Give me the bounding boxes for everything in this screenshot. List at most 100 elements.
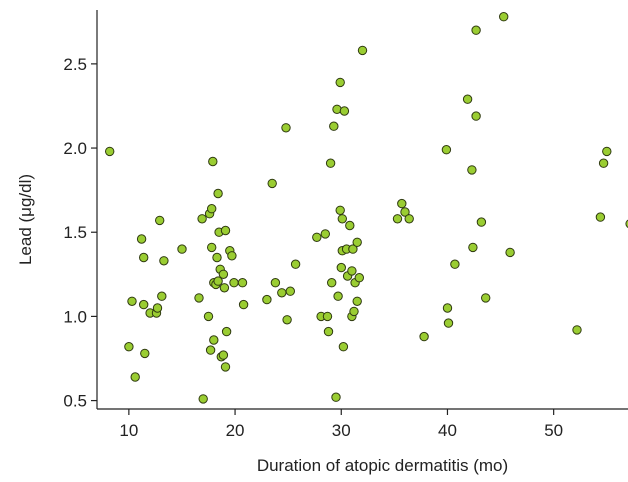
data-point	[338, 342, 349, 352]
data-point	[325, 158, 336, 168]
data-point	[357, 45, 368, 56]
data-point	[221, 326, 232, 337]
data-point	[208, 156, 218, 167]
data-point	[468, 242, 478, 253]
data-point	[392, 214, 403, 224]
data-point	[335, 205, 345, 216]
x-tick-label: 50	[544, 421, 563, 440]
data-point	[337, 214, 347, 224]
y-ticks: 0.5 1.0 1.5 2.0 2.5	[63, 55, 97, 411]
data-point	[282, 315, 292, 325]
data-point	[227, 251, 237, 261]
data-point	[397, 198, 407, 209]
data-point	[177, 244, 187, 254]
data-point	[336, 262, 346, 273]
y-tick-label: 1.5	[63, 223, 87, 242]
data-point	[105, 146, 115, 157]
x-tick-label: 30	[332, 421, 351, 440]
data-point	[481, 293, 491, 303]
data-point	[348, 244, 358, 254]
data-point	[320, 229, 330, 239]
data-point	[237, 278, 248, 288]
data-point	[220, 362, 231, 372]
data-point	[476, 217, 487, 227]
data-point	[155, 215, 165, 226]
y-tick-label: 2.5	[63, 55, 87, 74]
data-point	[203, 311, 214, 322]
data-point	[197, 214, 207, 224]
data-point	[339, 106, 350, 116]
data-point	[400, 207, 410, 217]
data-point	[207, 204, 217, 214]
x-tick-label: 40	[438, 421, 457, 440]
y-axis-title: Lead (μg/dl)	[16, 174, 35, 265]
data-point	[277, 288, 287, 298]
data-point	[323, 326, 334, 337]
data-point	[602, 146, 612, 157]
data-point	[213, 276, 223, 286]
data-point	[331, 392, 341, 402]
data-point	[229, 278, 239, 288]
data-point	[327, 278, 337, 288]
data-point	[212, 252, 222, 263]
data-point	[419, 331, 429, 342]
axes	[96, 10, 628, 410]
data-point	[262, 294, 272, 305]
data-point	[329, 121, 339, 131]
data-points	[105, 12, 628, 404]
data-point	[404, 214, 414, 224]
data-point	[159, 256, 169, 266]
data-point	[443, 318, 454, 328]
data-point	[205, 345, 216, 355]
data-point	[238, 299, 249, 310]
x-axis-title: Duration of atopic dermatitis (mo)	[257, 456, 508, 475]
data-point	[290, 259, 301, 269]
data-point	[218, 269, 229, 279]
data-point	[127, 296, 137, 306]
data-point	[441, 145, 452, 155]
data-point	[598, 158, 609, 168]
data-point	[345, 220, 355, 231]
data-point	[572, 325, 582, 335]
data-point	[352, 296, 362, 306]
data-point	[213, 188, 223, 199]
data-point	[220, 225, 231, 236]
data-point	[198, 394, 208, 404]
x-ticks: 10 20 30 40 50	[119, 409, 563, 440]
y-tick-label: 1.0	[63, 307, 87, 326]
data-point	[136, 234, 147, 244]
data-point	[595, 212, 606, 222]
data-point	[194, 293, 204, 303]
data-point	[499, 12, 509, 22]
data-point	[467, 165, 477, 175]
y-tick-label: 2.0	[63, 139, 87, 158]
data-point	[124, 342, 134, 352]
data-point	[285, 286, 295, 296]
data-point	[352, 237, 362, 248]
data-point	[281, 123, 291, 133]
data-point	[442, 303, 453, 313]
data-point	[139, 299, 149, 310]
data-point	[625, 219, 628, 229]
data-point	[140, 348, 150, 359]
data-point	[505, 247, 515, 258]
data-point	[335, 77, 345, 88]
data-point	[219, 283, 230, 293]
data-point	[209, 335, 219, 345]
data-point	[333, 291, 343, 301]
data-point	[322, 311, 333, 322]
data-point	[218, 350, 229, 360]
data-point	[152, 303, 163, 313]
data-point	[462, 94, 473, 104]
data-point	[471, 25, 481, 35]
data-point	[349, 306, 359, 317]
data-point	[312, 232, 322, 243]
data-point	[450, 259, 460, 269]
data-point	[471, 111, 481, 121]
data-point	[130, 372, 140, 382]
data-point	[354, 273, 364, 283]
data-point	[270, 278, 281, 288]
data-point	[267, 178, 277, 189]
y-tick-label: 0.5	[63, 392, 87, 411]
